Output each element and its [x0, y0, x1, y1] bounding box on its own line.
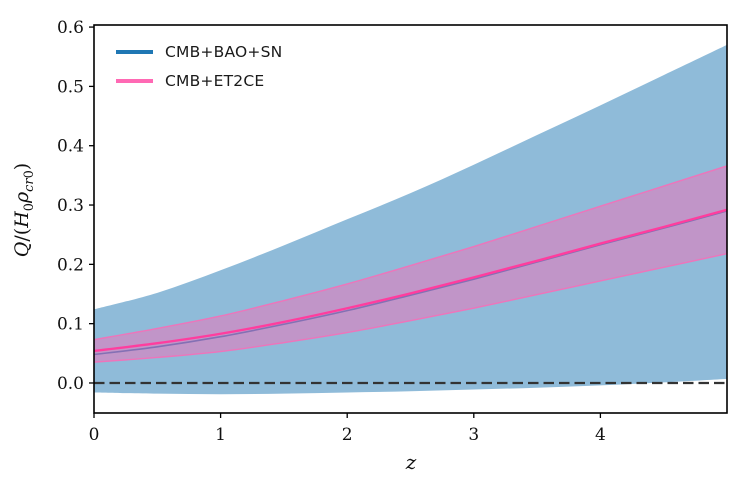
- legend-label: CMB+BAO+SN: [165, 43, 283, 61]
- legend-item-cmb-bao-sn: CMB+BAO+SN: [116, 41, 282, 63]
- x-tick-label: 1: [215, 425, 226, 445]
- x-tick-label: 3: [468, 425, 479, 445]
- axes-frame: [93, 24, 728, 414]
- plot-area: [94, 44, 727, 395]
- y-tick-label: 0.1: [57, 315, 84, 335]
- x-tick-label: 0: [89, 425, 100, 445]
- x-axis-label: z: [405, 450, 417, 474]
- x-tick-label: 2: [342, 425, 353, 445]
- line-cmb-et2ce-best-fit: [94, 208, 727, 353]
- legend-line-swatch-blue: [116, 50, 153, 54]
- legend-item-cmb-et2ce: CMB+ET2CE: [116, 70, 282, 92]
- y-tick-label: 0.3: [57, 196, 84, 216]
- y-tick-label: 0.5: [57, 77, 84, 97]
- x-tick-label: 4: [595, 425, 606, 445]
- y-tick-label: 0.6: [57, 18, 84, 38]
- band-cmb-bao-sn-band: [94, 44, 727, 395]
- y-tick-label: 0.2: [57, 255, 84, 275]
- legend-label: CMB+ET2CE: [165, 72, 265, 90]
- y-tick-label: 0.4: [57, 137, 84, 157]
- y-tick-label: 0.0: [57, 374, 84, 394]
- legend: CMB+BAO+SN CMB+ET2CE: [116, 41, 282, 92]
- legend-line-swatch-pink: [116, 79, 153, 83]
- y-axis-label: Q/(H0ρcr0): [11, 162, 37, 258]
